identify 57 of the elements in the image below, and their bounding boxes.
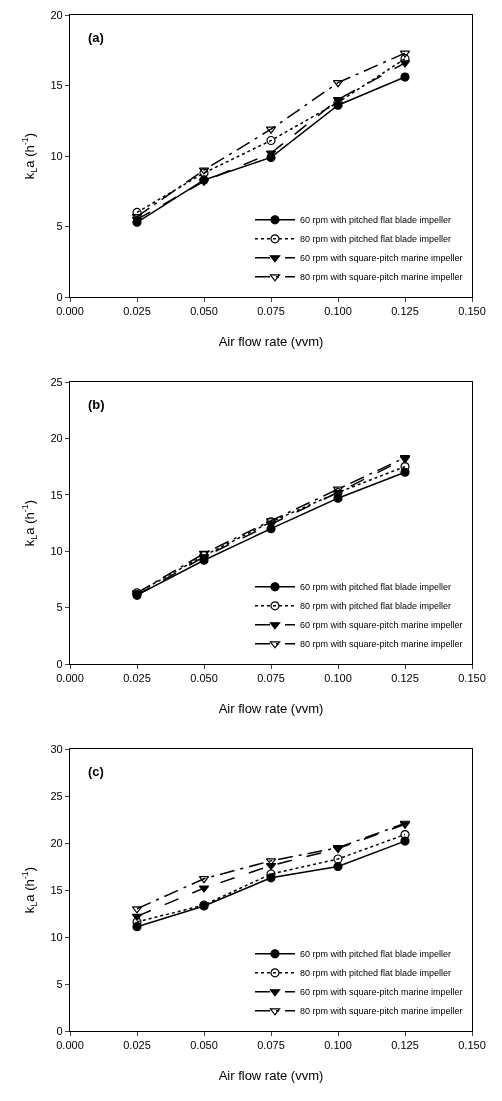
- x-tick-label: 0.100: [324, 1039, 352, 1052]
- legend-label: 80 rpm with pitched flat blade impeller: [299, 234, 452, 245]
- legend-label: 80 rpm with square-pitch marine impeller: [299, 1006, 463, 1017]
- legend-label: 60 rpm with pitched flat blade impeller: [299, 215, 452, 226]
- x-tick-label: 0.000: [56, 1039, 84, 1052]
- x-tick-label: 0.075: [257, 672, 285, 685]
- x-tick-label: 0.075: [257, 305, 285, 318]
- y-tick-label: 25: [50, 789, 63, 802]
- y-tick-label: 5: [56, 220, 63, 233]
- annotation: (a): [88, 30, 104, 45]
- y-tick-label: 20: [50, 8, 63, 21]
- y-tick-label: 0: [56, 1024, 63, 1037]
- legend-label: 80 rpm with square-pitch marine impeller: [299, 272, 463, 283]
- y-tick-label: 25: [50, 375, 63, 388]
- x-tick-label: 0.025: [123, 672, 151, 685]
- x-tick-label: 0.125: [391, 1039, 419, 1052]
- legend-label: 60 rpm with pitched flat blade impeller: [299, 582, 452, 593]
- x-tick-label: 0.000: [56, 672, 84, 685]
- x-axis-title: Air flow rate (vvm): [218, 1068, 324, 1084]
- x-tick-label: 0.150: [458, 305, 486, 318]
- legend-label: 60 rpm with square-pitch marine impeller: [299, 987, 463, 998]
- x-tick-label: 0.150: [458, 1039, 486, 1052]
- y-tick-label: 15: [50, 883, 63, 896]
- legend-label: 60 rpm with square-pitch marine impeller: [299, 620, 463, 631]
- y-tick-label: 10: [50, 930, 63, 943]
- annotation: (c): [88, 764, 104, 779]
- x-tick-label: 0.025: [123, 305, 151, 318]
- y-tick-label: 0: [56, 290, 63, 303]
- y-tick-label: 0: [56, 657, 63, 670]
- legend-label: 60 rpm with pitched flat blade impeller: [299, 949, 452, 960]
- legend-label: 60 rpm with square-pitch marine impeller: [299, 253, 463, 264]
- x-tick-label: 0.125: [391, 672, 419, 685]
- legend-label: 80 rpm with pitched flat blade impeller: [299, 968, 452, 979]
- x-tick-label: 0.050: [190, 1039, 218, 1052]
- x-tick-label: 0.000: [56, 305, 84, 318]
- y-tick-label: 10: [50, 149, 63, 162]
- y-tick-label: 15: [50, 79, 63, 92]
- legend-label: 80 rpm with pitched flat blade impeller: [299, 601, 452, 612]
- y-tick-label: 15: [50, 488, 63, 501]
- x-tick-label: 0.125: [391, 305, 419, 318]
- y-tick-label: 20: [50, 432, 63, 445]
- legend-label: 80 rpm with square-pitch marine impeller: [299, 639, 463, 650]
- y-tick-label: 5: [56, 601, 63, 614]
- x-tick-label: 0.075: [257, 1039, 285, 1052]
- x-tick-label: 0.050: [190, 672, 218, 685]
- annotation: (b): [88, 397, 105, 412]
- x-tick-label: 0.050: [190, 305, 218, 318]
- x-tick-label: 0.100: [324, 305, 352, 318]
- x-tick-label: 0.025: [123, 1039, 151, 1052]
- y-tick-label: 5: [56, 977, 63, 990]
- x-axis-title: Air flow rate (vvm): [218, 701, 324, 717]
- x-tick-label: 0.100: [324, 672, 352, 685]
- y-tick-label: 20: [50, 836, 63, 849]
- y-tick-label: 30: [50, 742, 63, 755]
- x-axis-title: Air flow rate (vvm): [218, 334, 324, 350]
- y-tick-label: 10: [50, 545, 63, 558]
- x-tick-label: 0.150: [458, 672, 486, 685]
